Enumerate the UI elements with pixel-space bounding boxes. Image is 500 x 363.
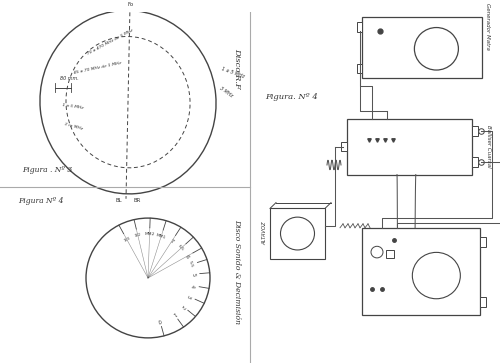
Text: 5: 5 (190, 272, 196, 276)
Text: 0: 0 (158, 317, 162, 323)
Bar (357, 22, 362, 32)
Text: 45 a 70 MHz de 1 MHz: 45 a 70 MHz de 1 MHz (74, 61, 122, 76)
Bar (270, 208, 325, 259)
Text: 4: 4 (190, 284, 195, 287)
Bar (347, 119, 472, 175)
Text: 5.5: 5.5 (188, 261, 194, 269)
Bar (480, 297, 486, 307)
Bar (386, 250, 394, 258)
Text: 1 a 5 MHz: 1 a 5 MHz (221, 67, 246, 79)
Text: 6: 6 (184, 254, 190, 259)
Text: 6.5: 6.5 (177, 244, 185, 252)
Text: Disco Sonido & Decimisión: Disco Sonido & Decimisión (233, 219, 241, 324)
Text: 7: 7 (169, 238, 174, 244)
Bar (357, 64, 362, 73)
Text: Generador Matra: Generador Matra (485, 3, 490, 50)
Text: 1/3: 1/3 (123, 236, 131, 243)
Text: 1/2: 1/2 (134, 233, 141, 238)
Bar (472, 126, 478, 136)
Bar (362, 228, 480, 315)
Text: 1 a 5 MHz: 1 a 5 MHz (62, 103, 84, 110)
Text: Balliser Cuarsal: Balliser Cuarsal (486, 125, 491, 168)
Text: Figura Nº 4: Figura Nº 4 (18, 197, 64, 205)
Bar (341, 142, 347, 151)
Text: 70 a 470 MHz de 5 MHz: 70 a 470 MHz de 5 MHz (86, 28, 134, 56)
Text: 3: 3 (186, 294, 192, 299)
Text: Figura . Nº 3: Figura . Nº 3 (22, 166, 72, 174)
Text: MM1: MM1 (156, 233, 166, 240)
Text: BL: BL (116, 198, 122, 203)
Text: ALTAVOZ: ALTAVOZ (262, 222, 267, 245)
Text: 1: 1 (171, 311, 176, 317)
Bar (480, 237, 486, 247)
Text: 3 MHz: 3 MHz (218, 86, 233, 99)
Text: Fo: Fo (128, 1, 134, 7)
Text: Disco R.F: Disco R.F (233, 48, 241, 89)
Text: MM2: MM2 (144, 232, 155, 237)
Bar (472, 157, 478, 167)
Text: 80 mm.: 80 mm. (60, 76, 79, 81)
Text: 3 m MHz: 3 m MHz (64, 122, 82, 131)
Text: BR: BR (134, 198, 141, 203)
Text: 2: 2 (180, 303, 186, 309)
Bar (362, 17, 482, 78)
Text: Figura. Nº 4: Figura. Nº 4 (265, 93, 318, 101)
